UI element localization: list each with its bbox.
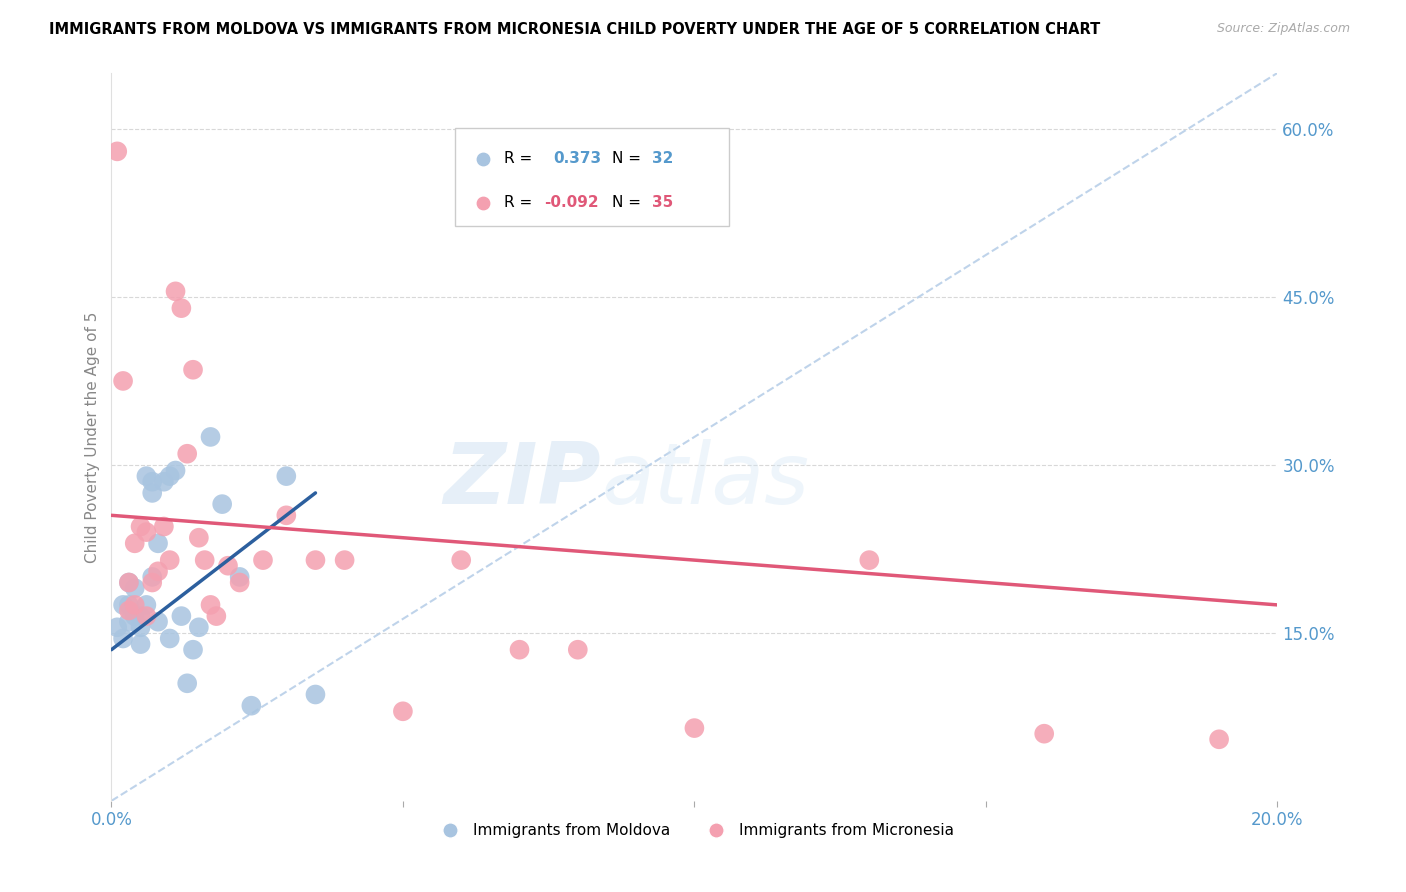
Text: N =: N = [612, 152, 645, 167]
Point [187, 531, 209, 545]
Point [135, 598, 157, 612]
Point [141, 575, 163, 590]
Point [200, 430, 222, 444]
Point [276, 469, 298, 483]
Point [112, 598, 135, 612]
Text: Source: ZipAtlas.com: Source: ZipAtlas.com [1216, 22, 1350, 36]
Point [181, 642, 204, 657]
Point [141, 475, 163, 489]
Point [159, 632, 181, 646]
Point [118, 615, 141, 629]
Point [176, 676, 198, 690]
Text: ZIP: ZIP [443, 439, 602, 522]
Point [146, 536, 169, 550]
Point [124, 581, 146, 595]
Point [105, 620, 128, 634]
Point [129, 620, 152, 634]
Point [217, 558, 239, 573]
Point [141, 486, 163, 500]
Point [112, 374, 135, 388]
Point [129, 519, 152, 533]
Text: 35: 35 [652, 195, 673, 210]
Point [118, 598, 141, 612]
Text: 0.373: 0.373 [554, 152, 602, 167]
Point [165, 285, 187, 299]
Point [112, 632, 135, 646]
Point [129, 609, 152, 624]
Point [124, 536, 146, 550]
Point [392, 704, 415, 718]
Point [194, 553, 217, 567]
Point [211, 497, 233, 511]
Point [252, 553, 274, 567]
Point [153, 519, 176, 533]
Text: N =: N = [612, 195, 645, 210]
Y-axis label: Child Poverty Under the Age of 5: Child Poverty Under the Age of 5 [86, 311, 100, 563]
Text: atlas: atlas [602, 439, 808, 522]
Point [858, 553, 880, 567]
Point [181, 363, 204, 377]
Point [170, 301, 193, 315]
Point [118, 575, 141, 590]
Point [165, 463, 187, 477]
Text: R =: R = [505, 152, 543, 167]
Point [135, 609, 157, 624]
Legend: Immigrants from Moldova, Immigrants from Micronesia: Immigrants from Moldova, Immigrants from… [429, 817, 960, 844]
Point [1033, 727, 1056, 741]
Point [276, 508, 298, 523]
Point [129, 637, 152, 651]
Point [1208, 732, 1230, 747]
Point [205, 609, 228, 624]
Point [240, 698, 263, 713]
Point [105, 145, 128, 159]
Text: R =: R = [505, 195, 537, 210]
Point [567, 642, 589, 657]
Point [683, 721, 706, 735]
Point [159, 553, 181, 567]
Point [176, 447, 198, 461]
Point [124, 598, 146, 612]
Point [159, 469, 181, 483]
Point [153, 475, 176, 489]
Point [146, 564, 169, 578]
Point [141, 570, 163, 584]
Point [135, 469, 157, 483]
FancyBboxPatch shape [456, 128, 730, 226]
Point [508, 642, 530, 657]
Point [304, 553, 326, 567]
Point [200, 598, 222, 612]
Point [124, 609, 146, 624]
Text: 32: 32 [652, 152, 673, 167]
Point [450, 553, 472, 567]
Point [333, 553, 356, 567]
Point [304, 688, 326, 702]
Text: -0.092: -0.092 [544, 195, 599, 210]
Point [187, 620, 209, 634]
Point [118, 603, 141, 617]
Point [135, 525, 157, 540]
Point [170, 609, 193, 624]
Point [118, 575, 141, 590]
Point [228, 570, 250, 584]
Text: IMMIGRANTS FROM MOLDOVA VS IMMIGRANTS FROM MICRONESIA CHILD POVERTY UNDER THE AG: IMMIGRANTS FROM MOLDOVA VS IMMIGRANTS FR… [49, 22, 1101, 37]
Point [228, 575, 250, 590]
Point [146, 615, 169, 629]
